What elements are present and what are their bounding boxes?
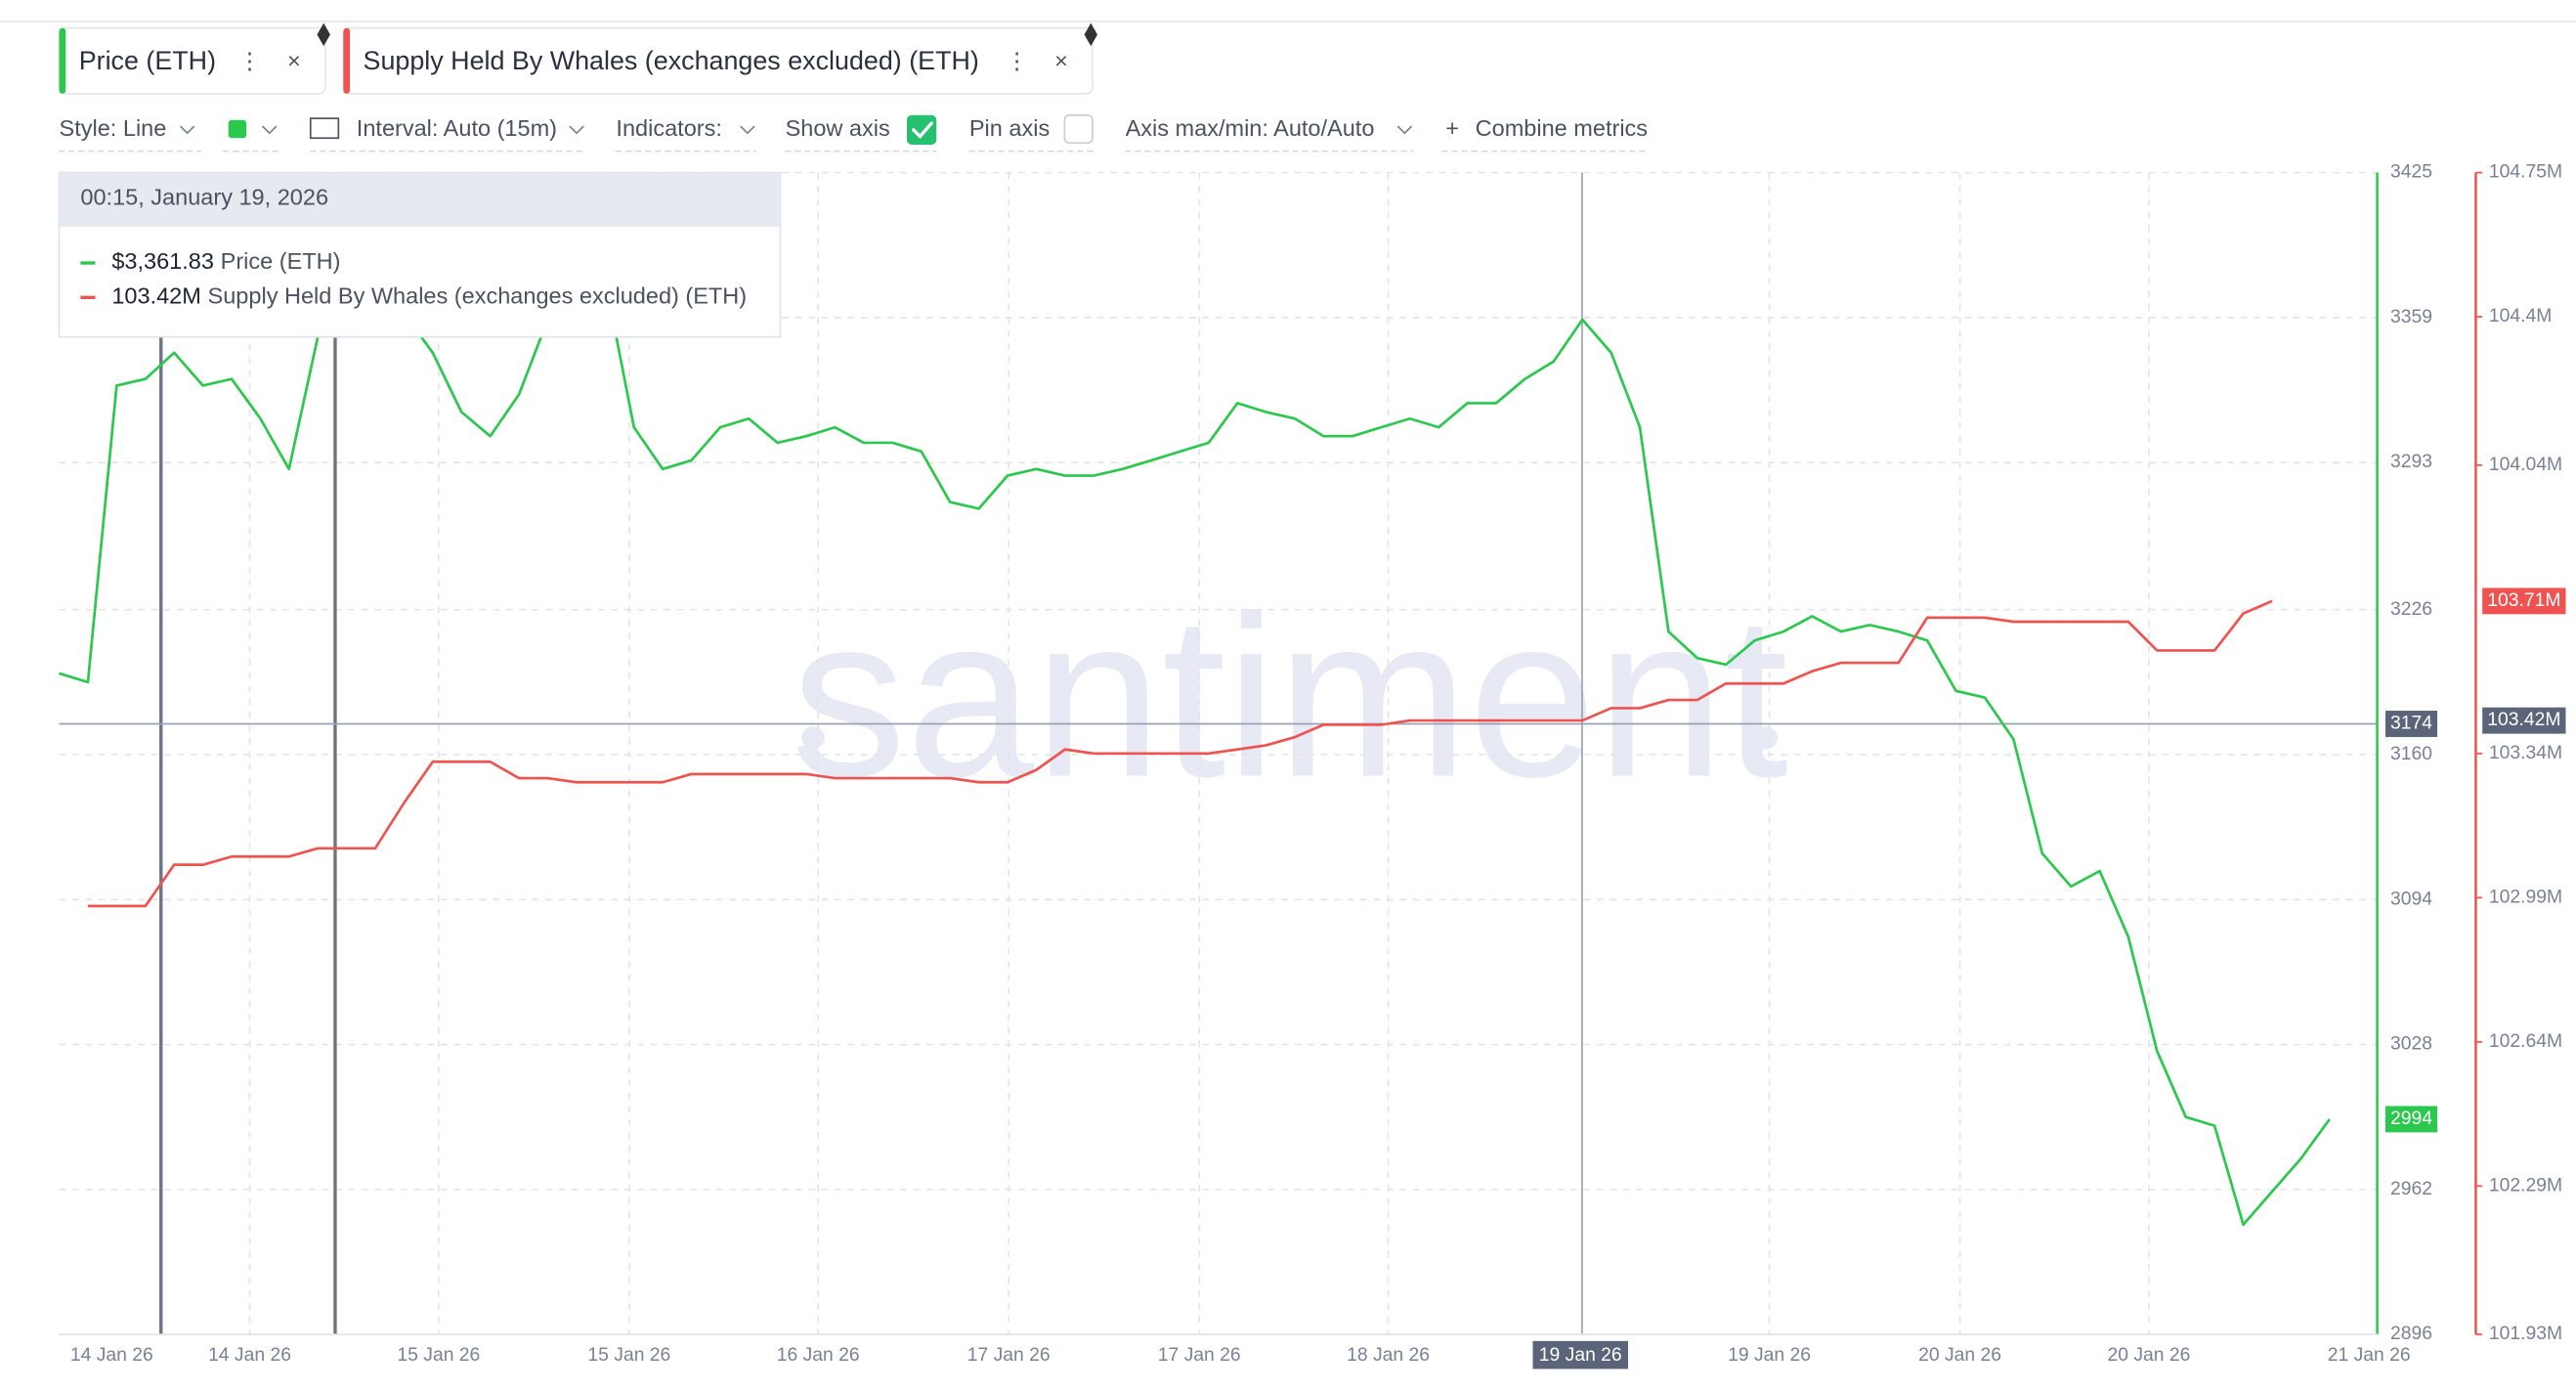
y-tick-label: 2896: [2390, 1324, 2432, 1344]
y-tick-label: 3028: [2390, 1034, 2432, 1055]
tab-close[interactable]: ×: [287, 48, 301, 73]
watermark: santiment: [792, 568, 1788, 825]
y-tick-label: 3226: [2390, 599, 2432, 620]
tooltip: 00:15, January 19, 2026 $3,361.83 Price …: [58, 171, 782, 338]
last-value-badge: 2994: [2384, 1106, 2438, 1133]
x-tick-label: 17 Jan 26: [967, 1345, 1051, 1366]
y-tick-label: 3293: [2390, 452, 2432, 472]
metric-tab[interactable]: Supply Held By Whales (exchanges exclude…: [342, 22, 1097, 95]
y-tick-label: 3160: [2390, 744, 2432, 764]
crosshair-y-badge-bg: [2384, 711, 2438, 737]
x-tick-label: 18 Jan 26: [1347, 1345, 1430, 1366]
x-tick-label: 20 Jan 26: [1918, 1345, 2001, 1366]
crosshair-y2-badge: 103.42M: [2482, 707, 2566, 734]
tooltip-time: 00:15, January 19, 2026: [80, 185, 328, 210]
style-select[interactable]: Style: Line: [60, 115, 167, 141]
y2-tick-label: 102.29M: [2489, 1175, 2562, 1196]
show-axis-label[interactable]: Show axis: [786, 115, 890, 141]
x-tick-label: 17 Jan 26: [1158, 1345, 1241, 1366]
y-tick-label: 2962: [2390, 1179, 2432, 1199]
y-tick-label: 3425: [2390, 162, 2432, 183]
indicators-select[interactable]: Indicators:: [616, 115, 721, 141]
interval-icon: [309, 117, 340, 140]
x-tick-label: 20 Jan 26: [2107, 1345, 2190, 1366]
last-value-y2-badge: 103.71M: [2482, 587, 2566, 615]
crosshair-y-badge-label: 3174: [2390, 714, 2432, 734]
y2-tick-label: 104.75M: [2489, 162, 2562, 183]
y2-tick-label: 104.4M: [2489, 306, 2552, 326]
pin-axis-checkbox[interactable]: [1063, 113, 1094, 145]
watermark-dot: [1754, 726, 1778, 750]
last-value-badge-label: 2994: [2390, 1109, 2432, 1129]
y2-tick-label: 103.34M: [2489, 743, 2562, 763]
x-tick-label: 14 Jan 26: [208, 1345, 291, 1366]
tab-label: Supply Held By Whales (exchanges exclude…: [364, 46, 979, 75]
tooltip-metric: Supply Held By Whales (exchanges exclude…: [208, 283, 748, 309]
show-axis-checkbox[interactable]: [906, 114, 937, 145]
plus-icon: +: [1445, 115, 1459, 141]
tooltip-value: 103.42M: [111, 283, 201, 309]
tooltip-metric: Price (ETH): [221, 248, 341, 274]
tooltip-value: $3,361.83: [111, 248, 214, 274]
crosshair-x-badge: [1532, 1340, 1628, 1370]
last-value-y2-badge-label: 103.71M: [2487, 590, 2560, 611]
y-tick-label: 3094: [2390, 889, 2432, 909]
x-tick-label: 19 Jan 26: [1728, 1345, 1811, 1366]
pin-axis-label[interactable]: Pin axis: [969, 115, 1050, 141]
crosshair-y2-badge-bg: [2482, 707, 2566, 734]
last-value-y2-badge-bg: [2482, 587, 2566, 615]
y-tick-label: 3359: [2390, 307, 2432, 327]
x-tick-label: 16 Jan 26: [777, 1345, 860, 1366]
y2-tick-label: 104.04M: [2489, 455, 2562, 475]
tab-menu[interactable]: ⋮: [1006, 48, 1029, 73]
eth-icon: [317, 22, 330, 47]
x-tick-label: 21 Jan 26: [2328, 1345, 2411, 1366]
color-picker[interactable]: [228, 119, 247, 139]
eth-icon: [1084, 22, 1097, 47]
axes: 2896 2962 3028 3094 3160 3226 3293 3359 3425 101.…: [59, 162, 2566, 1370]
y2-tick-label: 102.99M: [2489, 887, 2562, 907]
crosshair-y-badge: 3174: [2384, 711, 2438, 737]
tab-label: Price (ETH): [79, 46, 216, 75]
plot: [59, 172, 2378, 1335]
x-tick-label: 14 Jan 26: [70, 1345, 153, 1366]
x-tick-label: 15 Jan 26: [587, 1345, 670, 1366]
toolbar: Style: Line Interval: Auto (15m) Indicat…: [58, 113, 1651, 152]
y2-tick-label: 101.93M: [2489, 1324, 2562, 1344]
axis-range-select[interactable]: Axis max/min: Auto/Auto: [1126, 115, 1375, 141]
series-line: [87, 599, 2273, 908]
tab-menu[interactable]: ⋮: [238, 48, 262, 73]
x-tick-label: 15 Jan 26: [397, 1345, 480, 1366]
last-value-badge-bg: [2384, 1106, 2438, 1133]
watermark-text: santiment: [792, 568, 1788, 825]
crosshair-y2-badge-label: 103.42M: [2487, 710, 2560, 730]
x-tick-label: 19 Jan 26: [1539, 1345, 1622, 1366]
combine-metrics[interactable]: Combine metrics: [1476, 115, 1648, 141]
tab-close[interactable]: ×: [1054, 48, 1068, 73]
interval-select[interactable]: Interval: Auto (15m): [357, 115, 557, 141]
series-line: [59, 279, 2331, 1227]
y2-tick-label: 102.64M: [2489, 1031, 2562, 1052]
metric-tab[interactable]: Price (ETH) ⋮ ×: [58, 22, 330, 95]
